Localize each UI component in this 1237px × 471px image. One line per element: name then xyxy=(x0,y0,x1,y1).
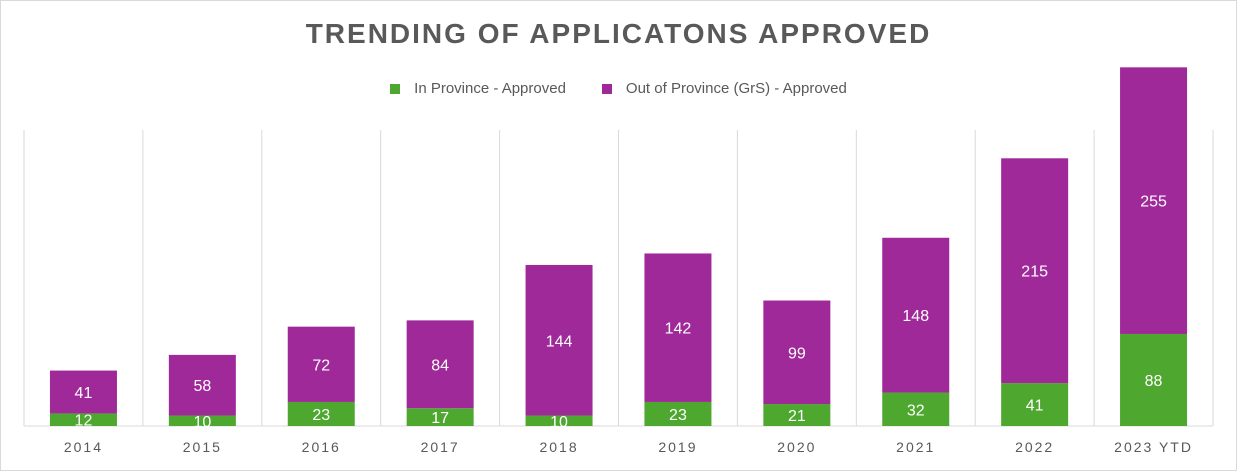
bar-in-province xyxy=(406,408,474,426)
bar-out-of-province xyxy=(287,326,355,402)
chart-legend: In Province - Approved Out of Province (… xyxy=(0,80,1237,97)
bar-out-of-province xyxy=(49,370,117,414)
x-tick-label: 2020 xyxy=(777,439,816,455)
legend-label-out-of-province: Out of Province (GrS) - Approved xyxy=(625,80,847,97)
x-tick-label: 2023 YTD xyxy=(1114,439,1193,455)
bar-out-of-province xyxy=(168,354,236,416)
data-label-in-province: 88 xyxy=(1145,373,1163,390)
data-label-in-province: 32 xyxy=(907,402,925,419)
bar-in-province xyxy=(1120,333,1188,426)
data-label-in-province: 21 xyxy=(788,408,806,425)
bar-in-province xyxy=(49,413,117,426)
data-label-out-of-province: 148 xyxy=(902,308,929,325)
x-tick-label: 2014 xyxy=(64,439,103,455)
data-label-in-province: 23 xyxy=(669,407,687,424)
bar-in-province xyxy=(168,415,236,426)
bar-in-province xyxy=(763,404,831,426)
data-label-in-province: 10 xyxy=(193,414,211,431)
data-label-out-of-province: 41 xyxy=(75,385,93,402)
legend-label-in-province: In Province - Approved xyxy=(414,80,566,97)
x-tick-label: 2022 xyxy=(1015,439,1054,455)
bar-in-province xyxy=(287,401,355,426)
legend-item-out-of-province: Out of Province (GrS) - Approved xyxy=(601,80,847,97)
bar-out-of-province xyxy=(882,237,950,393)
data-label-in-province: 12 xyxy=(75,413,93,430)
bar-out-of-province xyxy=(1120,67,1188,334)
data-label-in-province: 41 xyxy=(1026,398,1044,415)
data-label-out-of-province: 99 xyxy=(788,345,806,362)
bar-in-province xyxy=(525,415,593,426)
data-label-out-of-province: 58 xyxy=(193,378,211,395)
bar-in-province xyxy=(644,401,712,426)
data-label-out-of-province: 72 xyxy=(312,357,330,374)
bar-out-of-province xyxy=(644,253,712,402)
data-label-in-province: 23 xyxy=(312,407,330,424)
data-label-in-province: 10 xyxy=(550,414,568,431)
data-label-out-of-province: 142 xyxy=(665,321,692,338)
data-label-out-of-province: 215 xyxy=(1021,264,1048,281)
x-tick-label: 2017 xyxy=(421,439,460,455)
bar-in-province xyxy=(1001,383,1069,426)
bar-out-of-province xyxy=(763,300,831,405)
x-tick-label: 2018 xyxy=(539,439,578,455)
legend-swatch-out-of-province xyxy=(601,83,612,94)
legend-swatch-in-province xyxy=(390,83,401,94)
chart-title: TRENDING OF APPLICATONS APPROVED xyxy=(305,18,932,49)
data-label-out-of-province: 144 xyxy=(546,333,573,350)
x-tick-label: 2021 xyxy=(896,439,935,455)
data-label-out-of-province: 255 xyxy=(1140,194,1167,211)
bar-out-of-province xyxy=(406,320,474,409)
data-label-in-province: 17 xyxy=(431,410,449,427)
bar-out-of-province xyxy=(1001,158,1069,384)
x-tick-label: 2015 xyxy=(183,439,222,455)
x-tick-label: 2016 xyxy=(302,439,341,455)
bar-in-province xyxy=(882,392,950,426)
data-label-out-of-province: 84 xyxy=(431,357,449,374)
legend-item-in-province: In Province - Approved xyxy=(390,80,566,97)
bar-out-of-province xyxy=(525,264,593,416)
x-tick-label: 2019 xyxy=(658,439,697,455)
